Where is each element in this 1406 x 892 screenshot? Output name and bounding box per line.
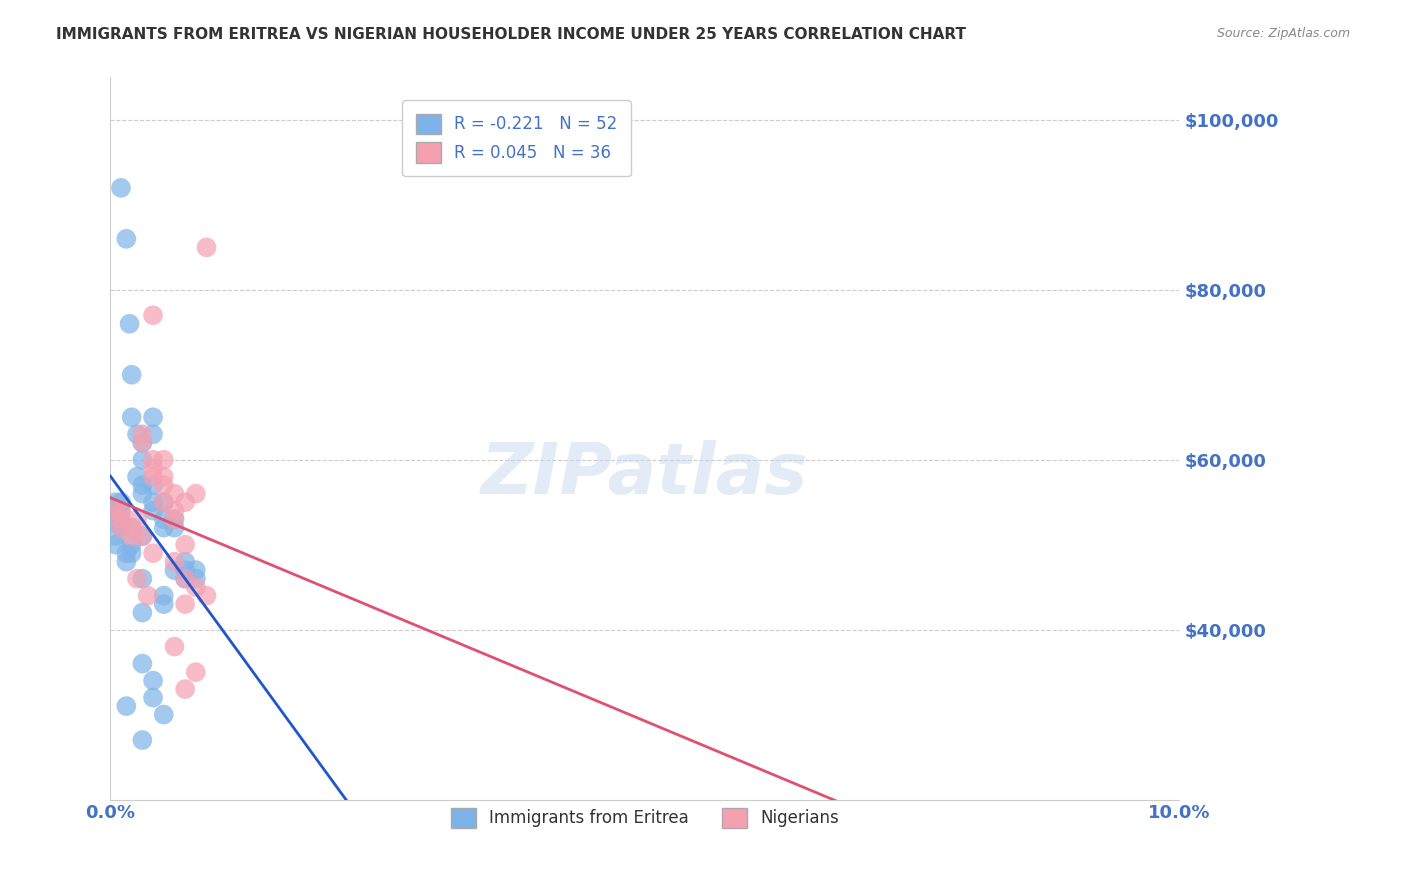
- Point: [152, 469, 174, 483]
- Point: [115, 546, 138, 560]
- Point: [131, 452, 153, 467]
- Point: [115, 555, 138, 569]
- Point: [163, 486, 186, 500]
- Point: [184, 572, 207, 586]
- Point: [184, 486, 207, 500]
- Point: [152, 478, 174, 492]
- Point: [125, 469, 148, 483]
- Point: [142, 673, 165, 688]
- Point: [131, 572, 153, 586]
- Point: [152, 512, 174, 526]
- Point: [142, 308, 165, 322]
- Point: [121, 521, 143, 535]
- Point: [121, 546, 143, 560]
- Point: [118, 317, 141, 331]
- Point: [104, 504, 127, 518]
- Point: [152, 597, 174, 611]
- Point: [163, 504, 186, 518]
- Point: [184, 665, 207, 679]
- Point: [152, 589, 174, 603]
- Point: [174, 563, 197, 577]
- Point: [115, 232, 138, 246]
- Point: [131, 529, 153, 543]
- Point: [163, 512, 186, 526]
- Point: [174, 555, 197, 569]
- Point: [195, 240, 218, 254]
- Point: [125, 572, 148, 586]
- Point: [110, 512, 132, 526]
- Point: [121, 410, 143, 425]
- Point: [142, 546, 165, 560]
- Point: [110, 512, 132, 526]
- Point: [110, 521, 132, 535]
- Point: [184, 580, 207, 594]
- Point: [104, 529, 127, 543]
- Point: [163, 512, 186, 526]
- Point: [174, 572, 197, 586]
- Point: [163, 555, 186, 569]
- Point: [174, 495, 197, 509]
- Point: [163, 563, 186, 577]
- Point: [131, 435, 153, 450]
- Point: [184, 563, 207, 577]
- Point: [115, 699, 138, 714]
- Point: [142, 478, 165, 492]
- Point: [152, 452, 174, 467]
- Point: [152, 707, 174, 722]
- Point: [110, 504, 132, 518]
- Point: [174, 572, 197, 586]
- Point: [110, 495, 132, 509]
- Point: [131, 733, 153, 747]
- Point: [131, 529, 153, 543]
- Point: [121, 521, 143, 535]
- Point: [142, 410, 165, 425]
- Point: [152, 521, 174, 535]
- Text: Source: ZipAtlas.com: Source: ZipAtlas.com: [1216, 27, 1350, 40]
- Point: [110, 181, 132, 195]
- Point: [104, 512, 127, 526]
- Point: [131, 435, 153, 450]
- Point: [174, 597, 197, 611]
- Point: [174, 682, 197, 697]
- Point: [110, 504, 132, 518]
- Point: [125, 427, 148, 442]
- Text: IMMIGRANTS FROM ERITREA VS NIGERIAN HOUSEHOLDER INCOME UNDER 25 YEARS CORRELATIO: IMMIGRANTS FROM ERITREA VS NIGERIAN HOUS…: [56, 27, 966, 42]
- Point: [142, 690, 165, 705]
- Point: [142, 427, 165, 442]
- Point: [195, 589, 218, 603]
- Point: [152, 495, 174, 509]
- Point: [174, 538, 197, 552]
- Point: [121, 529, 143, 543]
- Point: [142, 461, 165, 475]
- Point: [131, 478, 153, 492]
- Point: [131, 427, 153, 442]
- Point: [125, 512, 148, 526]
- Point: [104, 495, 127, 509]
- Point: [131, 606, 153, 620]
- Text: ZIPatlas: ZIPatlas: [481, 440, 808, 509]
- Point: [104, 538, 127, 552]
- Point: [110, 521, 132, 535]
- Point: [163, 640, 186, 654]
- Point: [104, 504, 127, 518]
- Point: [136, 589, 159, 603]
- Point: [131, 486, 153, 500]
- Point: [121, 368, 143, 382]
- Point: [142, 495, 165, 509]
- Point: [142, 452, 165, 467]
- Point: [121, 538, 143, 552]
- Point: [142, 469, 165, 483]
- Legend: Immigrants from Eritrea, Nigerians: Immigrants from Eritrea, Nigerians: [444, 801, 845, 835]
- Point: [163, 521, 186, 535]
- Point: [131, 657, 153, 671]
- Point: [142, 504, 165, 518]
- Point: [152, 495, 174, 509]
